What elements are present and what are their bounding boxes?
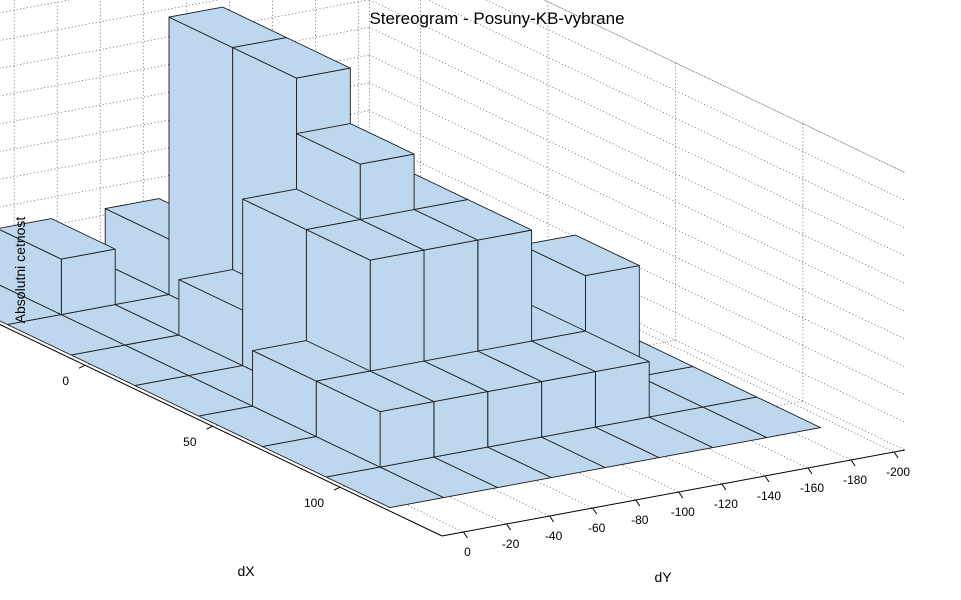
bar <box>0 218 116 316</box>
bar-face-top <box>296 123 415 165</box>
bar-face-front <box>60 248 116 316</box>
x-axis-line <box>0 323 443 537</box>
y-tick-label: -200 <box>886 465 910 479</box>
bar-face-side <box>0 229 62 316</box>
bar-face-top <box>0 218 116 260</box>
y-tick-label: -100 <box>671 505 695 519</box>
x-axis-label: dX <box>237 563 255 579</box>
y-tick-label: -40 <box>545 529 563 543</box>
y-tick-label: -60 <box>588 521 606 535</box>
wall-grid-z <box>369 54 906 312</box>
wall-grid-z <box>369 26 906 284</box>
wall-grid-z <box>369 137 906 395</box>
wall-grid-z <box>485 0 906 201</box>
wall-grid-z <box>369 0 906 257</box>
wall-grid-z <box>0 0 220 41</box>
y-tick-label: -120 <box>714 497 738 511</box>
bar-face-top <box>305 219 425 261</box>
bar-face-top <box>521 234 640 277</box>
bar-face-front <box>541 371 596 438</box>
bars-layer <box>0 6 650 468</box>
y-tick-label: -180 <box>843 473 867 487</box>
floor-tile <box>702 396 822 439</box>
y-tick-label: -80 <box>631 513 649 527</box>
x-tick-label: 50 <box>183 435 197 449</box>
wall-grid-z <box>369 110 906 368</box>
bar <box>315 370 435 468</box>
y-tick-label: 0 <box>464 545 471 559</box>
bar-face-top <box>232 37 351 79</box>
bar-face-front <box>379 401 435 468</box>
y-tick-label: -160 <box>800 481 824 495</box>
bar-face-front <box>433 391 489 458</box>
y-tick-label: -20 <box>502 537 520 551</box>
y-axis-line <box>441 449 905 537</box>
x-tick-label: 0 <box>62 374 69 388</box>
wall-grid-z <box>0 0 369 2</box>
wall-grid-z <box>369 82 906 340</box>
x-tick-label: 100 <box>304 496 324 510</box>
bar-face-front <box>594 361 650 428</box>
wall-grid-z <box>0 0 370 69</box>
wall-grid-z <box>427 0 906 229</box>
z-axis-label: Absolutni cetnost <box>12 217 28 324</box>
chart-title: Stereogram - Posuny-KB-vybrane <box>369 9 624 28</box>
bar-face-top <box>315 370 435 413</box>
bar-face-front <box>487 381 543 448</box>
y-axis-label: dY <box>654 569 672 585</box>
y-tick-label: -140 <box>757 489 781 503</box>
tick-labels: 00.511.522.533.544.55-500501000-20-40-60… <box>62 364 910 559</box>
